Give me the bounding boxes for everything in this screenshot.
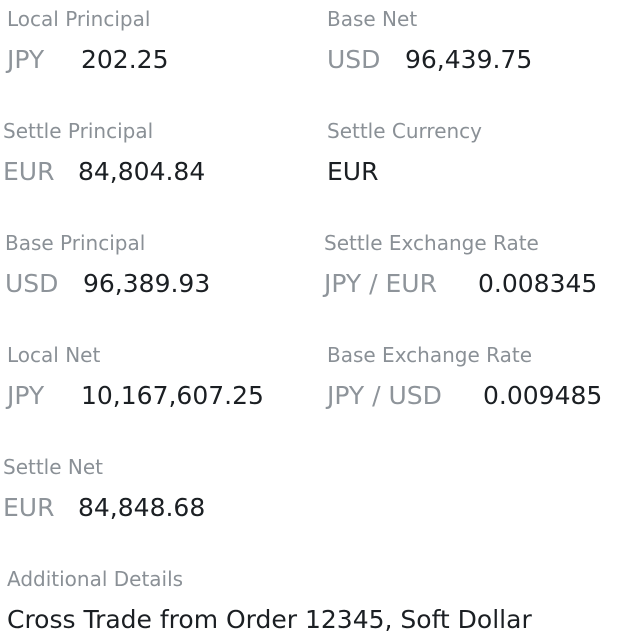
settle-principal-amount: 84,804.84 (78, 157, 206, 186)
local-net-label: Local Net (7, 343, 101, 367)
local-net-value: JPY 10,167,607.25 (7, 381, 264, 411)
settle-net-label: Settle Net (3, 455, 104, 479)
settle-net-amount: 84,848.68 (78, 493, 206, 522)
settle-net-value: EUR 84,848.68 (3, 493, 205, 523)
local-principal-value: JPY 202.25 (7, 45, 168, 75)
local-net-amount: 10,167,607.25 (81, 381, 264, 410)
base-net-amount: 96,439.75 (405, 45, 533, 74)
settle-principal-label: Settle Principal (3, 119, 154, 143)
settle-principal-value: EUR 84,804.84 (3, 157, 205, 187)
settle-currency-code: EUR (327, 157, 379, 186)
local-principal-currency: JPY (7, 45, 45, 74)
base-exchange-rate-value: JPY / USD 0.009485 (327, 381, 602, 411)
additional-details-label: Additional Details (7, 567, 184, 591)
base-net-value: USD 96,439.75 (327, 45, 532, 75)
base-exchange-rate-label: Base Exchange Rate (327, 343, 532, 367)
settle-net-currency: EUR (3, 493, 55, 522)
base-exchange-rate-pair: JPY / USD (327, 381, 442, 410)
additional-details-value: Cross Trade from Order 12345, Soft Dolla… (7, 605, 532, 634)
settle-currency-label: Settle Currency (327, 119, 483, 143)
base-principal-label: Base Principal (5, 231, 146, 255)
settle-exchange-rate-label: Settle Exchange Rate (324, 231, 539, 255)
base-net-label: Base Net (327, 7, 418, 31)
base-principal-amount: 96,389.93 (83, 269, 211, 298)
settle-exchange-rate-pair: JPY / EUR (324, 269, 437, 298)
base-exchange-rate-rate: 0.009485 (483, 381, 603, 410)
settle-exchange-rate-value: JPY / EUR 0.008345 (324, 269, 597, 299)
local-net-currency: JPY (7, 381, 45, 410)
base-principal-currency: USD (5, 269, 59, 298)
settle-principal-currency: EUR (3, 157, 55, 186)
local-principal-label: Local Principal (7, 7, 151, 31)
base-principal-value: USD 96,389.93 (5, 269, 210, 299)
settle-currency-value: EUR (327, 157, 378, 187)
local-principal-amount: 202.25 (81, 45, 169, 74)
settle-exchange-rate-rate: 0.008345 (478, 269, 598, 298)
base-net-currency: USD (327, 45, 381, 74)
